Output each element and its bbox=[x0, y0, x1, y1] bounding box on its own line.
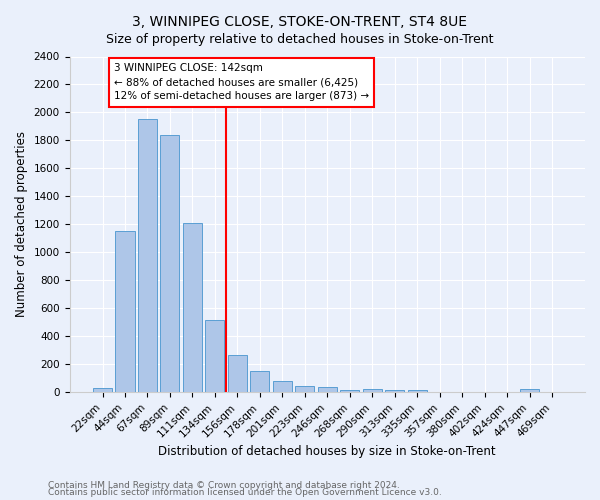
Text: Contains HM Land Registry data © Crown copyright and database right 2024.: Contains HM Land Registry data © Crown c… bbox=[48, 480, 400, 490]
Bar bbox=[228, 356, 247, 393]
Bar bbox=[93, 388, 112, 392]
Y-axis label: Number of detached properties: Number of detached properties bbox=[15, 132, 28, 318]
Text: 3, WINNIPEG CLOSE, STOKE-ON-TRENT, ST4 8UE: 3, WINNIPEG CLOSE, STOKE-ON-TRENT, ST4 8… bbox=[133, 15, 467, 29]
Bar bbox=[205, 320, 224, 392]
Bar bbox=[407, 390, 427, 392]
Bar bbox=[183, 223, 202, 392]
Bar bbox=[295, 386, 314, 392]
Bar bbox=[520, 390, 539, 392]
Bar bbox=[318, 387, 337, 392]
Bar bbox=[340, 390, 359, 392]
Text: Contains public sector information licensed under the Open Government Licence v3: Contains public sector information licen… bbox=[48, 488, 442, 497]
Bar bbox=[115, 232, 134, 392]
Bar bbox=[385, 390, 404, 392]
Bar bbox=[250, 372, 269, 392]
Bar bbox=[160, 135, 179, 392]
Text: 3 WINNIPEG CLOSE: 142sqm
← 88% of detached houses are smaller (6,425)
12% of sem: 3 WINNIPEG CLOSE: 142sqm ← 88% of detach… bbox=[114, 64, 369, 102]
Text: Size of property relative to detached houses in Stoke-on-Trent: Size of property relative to detached ho… bbox=[106, 32, 494, 46]
Bar bbox=[138, 120, 157, 392]
X-axis label: Distribution of detached houses by size in Stoke-on-Trent: Distribution of detached houses by size … bbox=[158, 444, 496, 458]
Bar bbox=[362, 390, 382, 392]
Bar bbox=[273, 381, 292, 392]
